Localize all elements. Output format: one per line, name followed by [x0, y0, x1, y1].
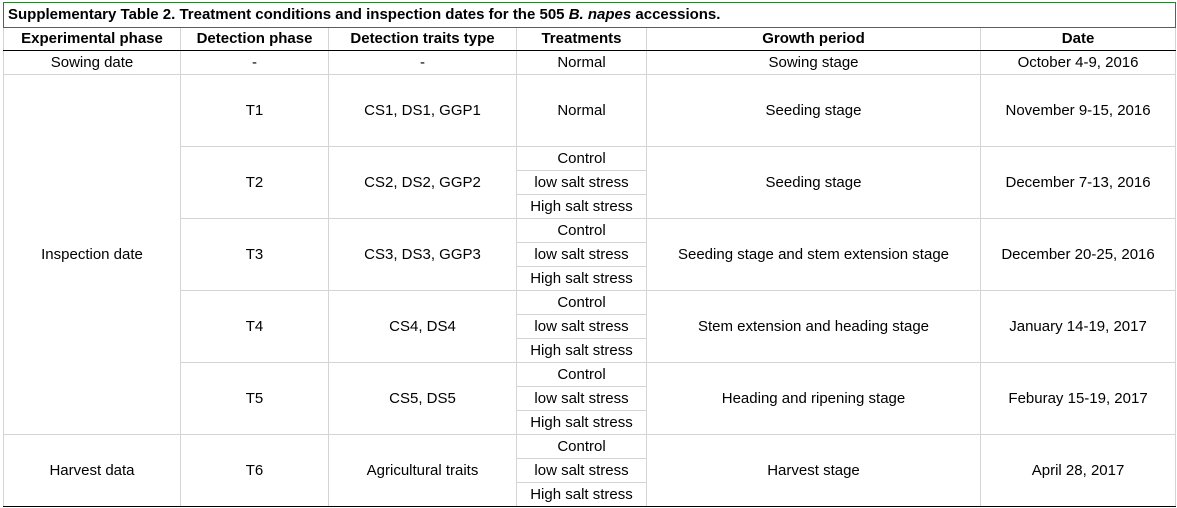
- table-row: T3 CS3, DS3, GGP3 Control Seeding stage …: [4, 218, 1177, 291]
- header-row: Experimental phase Detection phase Detec…: [3, 27, 1177, 51]
- cell-phase: Harvest data: [3, 434, 181, 507]
- cell-treatment: Normal: [516, 74, 647, 147]
- header-growth-period: Growth period: [646, 27, 981, 51]
- cell-detection: T6: [180, 434, 329, 507]
- cell-treatment: High salt stress: [516, 410, 647, 435]
- cell-date: November 9-15, 2016: [979, 74, 1177, 147]
- cell-treatment: High salt stress: [516, 266, 647, 291]
- cell-growth: Seeding stage: [646, 74, 981, 147]
- header-date: Date: [979, 27, 1177, 51]
- cell-treatment: Normal: [516, 50, 647, 75]
- table-row: High salt stress: [4, 194, 1176, 219]
- cell-growth: Sowing stage: [646, 50, 981, 75]
- cell-detection: T2: [180, 146, 329, 219]
- cell-growth: Seeding stage and stem extension stage: [646, 218, 981, 291]
- table-row: T5 CS5, DS5 Control Heading and ripening…: [4, 362, 1177, 435]
- cell-phase: Inspection date: [3, 74, 181, 435]
- cell-traits: CS5, DS5: [328, 362, 517, 435]
- cell-treatment: High salt stress: [516, 338, 647, 363]
- title-suffix: accessions.: [631, 6, 721, 23]
- header-detection-traits: Detection traits type: [328, 27, 517, 51]
- table-row: low salt stress: [4, 314, 1176, 339]
- cell-treatment: low salt stress: [516, 314, 647, 339]
- cell-treatment: High salt stress: [516, 194, 647, 219]
- cell-traits: CS1, DS1, GGP1: [328, 74, 517, 147]
- cell-growth: Harvest stage: [646, 434, 981, 507]
- title-species: B. napes: [568, 6, 632, 23]
- cell-detection: T5: [180, 362, 329, 435]
- cell-treatment: Control: [516, 434, 647, 459]
- cell-date: April 28, 2017: [979, 434, 1177, 507]
- cell-date: December 20-25, 2016: [979, 218, 1177, 291]
- table-row: High salt stress: [4, 410, 1176, 435]
- cell-date: January 14-19, 2017: [979, 290, 1177, 363]
- table-row: Sowing date - - Normal Sowing stage Octo…: [3, 50, 1177, 75]
- table-row: Inspection date T1 CS1, DS1, GGP1 Normal…: [3, 74, 1177, 435]
- header-experimental-phase: Experimental phase: [3, 27, 181, 51]
- cell-growth: Heading and ripening stage: [646, 362, 981, 435]
- header-detection-phase: Detection phase: [180, 27, 329, 51]
- table-row: T2 CS2, DS2, GGP2 Control Seeding stage …: [4, 146, 1177, 219]
- header-treatments: Treatments: [516, 27, 647, 51]
- table-row: T4 CS4, DS4 Control Stem extension and h…: [4, 290, 1177, 363]
- table-row: low salt stress: [4, 242, 1176, 267]
- cell-growth: Seeding stage: [646, 146, 981, 219]
- cell-traits: CS3, DS3, GGP3: [328, 218, 517, 291]
- title-prefix: Supplementary Table 2. Treatment conditi…: [8, 6, 569, 23]
- cell-treatment: low salt stress: [516, 386, 647, 411]
- cell-phase: Sowing date: [3, 50, 181, 75]
- table-row: low salt stress: [4, 170, 1176, 195]
- table-row: High salt stress: [4, 266, 1176, 291]
- cell-treatment: Control: [516, 362, 647, 387]
- cell-growth: Stem extension and heading stage: [646, 290, 981, 363]
- cell-treatment: low salt stress: [516, 170, 647, 195]
- cell-traits: CS2, DS2, GGP2: [328, 146, 517, 219]
- table-title: Supplementary Table 2. Treatment conditi…: [2, 2, 1177, 28]
- cell-date: December 7-13, 2016: [979, 146, 1177, 219]
- table-row: Harvest data T6 Agricultural traits Cont…: [3, 434, 1177, 507]
- cell-treatment: low salt stress: [516, 458, 647, 483]
- cell-treatment: low salt stress: [516, 242, 647, 267]
- cell-treatment: Control: [516, 218, 647, 243]
- cell-detection: -: [180, 50, 329, 75]
- cell-traits: Agricultural traits: [328, 434, 517, 507]
- cell-traits: CS4, DS4: [328, 290, 517, 363]
- cell-treatment: Control: [516, 146, 647, 171]
- cell-detection: T4: [180, 290, 329, 363]
- cell-treatment: High salt stress: [516, 482, 647, 507]
- table-row: low salt stress: [4, 386, 1176, 411]
- cell-detection: T1: [180, 74, 329, 147]
- cell-treatment: Control: [516, 290, 647, 315]
- cell-traits: -: [328, 50, 517, 75]
- cell-date: Feburay 15-19, 2017: [979, 362, 1177, 435]
- cell-date: October 4-9, 2016: [979, 50, 1177, 75]
- cell-detection: T3: [180, 218, 329, 291]
- table-row: High salt stress: [4, 482, 1176, 507]
- table-row: High salt stress: [4, 338, 1176, 363]
